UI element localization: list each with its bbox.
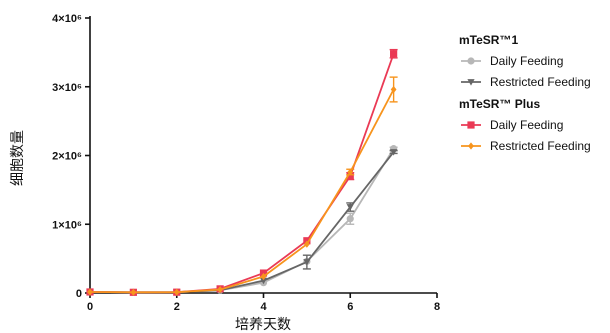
x-tick-label: 0	[87, 301, 93, 313]
data-point	[217, 285, 224, 294]
x-tick-label: 8	[434, 301, 440, 313]
data-point	[87, 288, 93, 296]
series-0	[86, 145, 398, 296]
y-tick-label: 1×10⁶	[52, 219, 82, 231]
x-axis-title: 培养天数	[235, 317, 291, 333]
legend-marker	[467, 57, 475, 65]
data-point	[260, 272, 267, 281]
y-tick-label: 0	[76, 288, 82, 300]
data-point	[303, 240, 310, 248]
y-tick-label: 2×10⁶	[52, 151, 82, 163]
y-axis-title: 细胞数量	[10, 130, 26, 186]
y-tick-label: 3×10⁶	[52, 82, 82, 94]
series-line	[89, 89, 395, 294]
plot-area	[86, 48, 398, 296]
data-point	[346, 204, 354, 211]
x-tick-label: 6	[347, 301, 353, 313]
legend-marker	[467, 121, 475, 129]
legend-item: Daily Feeding	[461, 118, 563, 132]
data-point	[346, 215, 354, 223]
legend-label: Daily Feeding	[490, 54, 563, 68]
data-point	[390, 50, 398, 58]
legend-label: Restricted Feeding	[490, 75, 591, 89]
legend-group-title: mTeSR™ Plus	[459, 97, 540, 111]
legend-group-title: mTeSR™1	[459, 33, 518, 47]
x-tick-label: 4	[260, 301, 267, 313]
legend-item: Daily Feeding	[461, 54, 563, 68]
legend-marker	[468, 142, 474, 150]
data-point	[390, 149, 398, 156]
legend-item: Restricted Feeding	[461, 75, 591, 89]
data-point	[346, 172, 354, 180]
data-point	[390, 85, 397, 94]
legend: mTeSR™1 Daily Feeding Restricted Feeding mT…	[459, 33, 591, 153]
data-point	[303, 259, 311, 266]
x-tick-label: 2	[174, 301, 180, 313]
legend-label: Restricted Feeding	[490, 139, 591, 153]
legend-label: Daily Feeding	[490, 118, 563, 132]
data-point	[259, 277, 268, 285]
series-3	[87, 76, 398, 296]
data-point	[130, 288, 137, 296]
axes: 0 1×10⁶ 2×10⁶ 3×10⁶ 4×10⁶ 0 2 4 6 8	[52, 13, 440, 313]
data-point	[347, 168, 354, 176]
legend-item: Restricted Feeding	[461, 139, 591, 153]
data-point	[173, 288, 180, 296]
legend-marker	[467, 79, 475, 86]
y-tick-label: 4×10⁶	[52, 13, 82, 25]
